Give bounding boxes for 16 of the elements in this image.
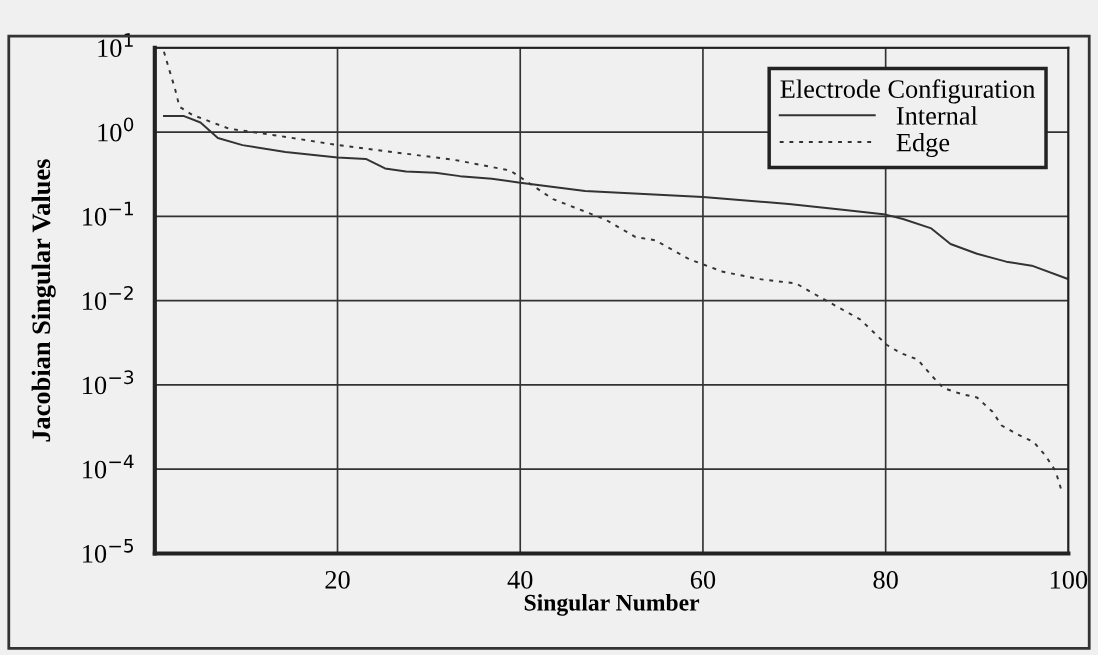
- x-axis-title: Singular Number: [524, 594, 700, 616]
- y-tick-label: 10$^{−3}$: [83, 370, 134, 395]
- y-tick-label: 10$^{−2}$: [83, 285, 133, 311]
- x-tick-label: 60: [690, 570, 716, 589]
- y-tick-label: 10$^{−1}$: [83, 201, 133, 226]
- x-tick-label: 40: [507, 570, 533, 589]
- x-tick-label: 80: [873, 570, 898, 589]
- y-tick-label: 10$^{−4}$: [83, 454, 134, 479]
- legend-label: Internal: [896, 106, 978, 125]
- y-tick-label: 10$^{0}$: [98, 117, 134, 142]
- y-axis-title: Jacobian Singular Values: [31, 159, 56, 442]
- y-tick-label: 10$^{−5}$: [83, 538, 134, 563]
- x-tick-label: 20: [325, 570, 350, 589]
- x-tick-label: 100: [1050, 570, 1088, 589]
- legend-label: Edge: [896, 132, 950, 157]
- legend-title: Electrode Configuration: [780, 79, 1036, 104]
